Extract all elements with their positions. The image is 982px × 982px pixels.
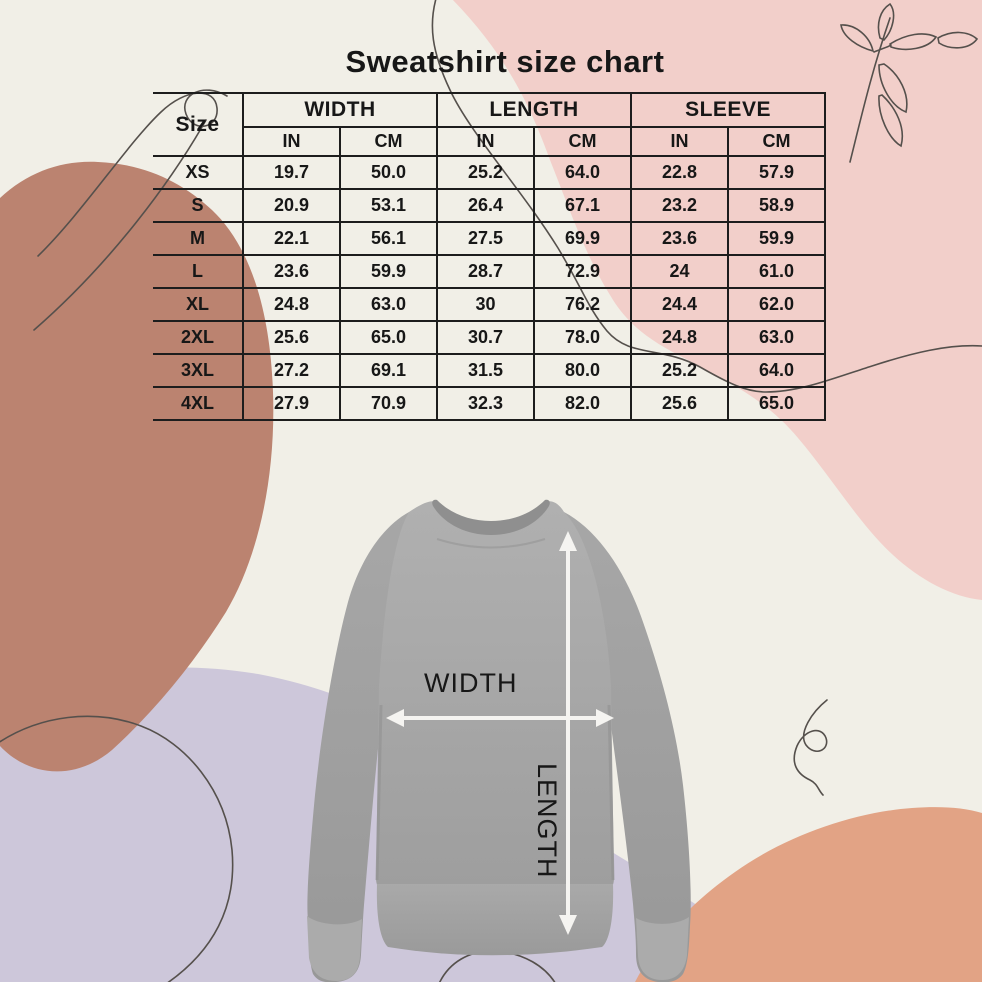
measurement-cell: 27.2 xyxy=(242,353,341,388)
table-row: XL 24.8 63.0 30 76.2 24.4 62.0 xyxy=(153,287,827,322)
page-title: Sweatshirt size chart xyxy=(345,44,665,79)
measurement-cell: 24.8 xyxy=(630,320,730,355)
measurement-cell: 27.9 xyxy=(242,386,341,421)
measurement-cell: 80.0 xyxy=(533,353,633,388)
unit-header: IN xyxy=(630,126,730,157)
measurement-cell: 23.6 xyxy=(630,221,730,256)
unit-header-row: IN CM IN CM IN CM xyxy=(153,126,827,157)
sweatshirt-collar-shadow xyxy=(436,538,546,549)
sweatshirt-right-groove xyxy=(607,704,615,881)
measurement-cell: 72.9 xyxy=(533,254,633,289)
measurement-cell: 22.1 xyxy=(242,221,341,256)
measurement-cell: 24.8 xyxy=(242,287,341,322)
measurement-cell: 67.1 xyxy=(533,188,633,223)
width-column-header: WIDTH xyxy=(241,92,439,128)
size-row-label: L xyxy=(153,254,244,289)
measurement-cell: 65.0 xyxy=(338,320,439,355)
table-row: XS 19.7 50.0 25.2 64.0 22.8 57.9 xyxy=(153,155,827,190)
measurement-cell: 25.2 xyxy=(436,155,536,190)
measurement-cell: 61.0 xyxy=(727,254,827,289)
size-row-label: M xyxy=(153,221,244,256)
measurement-cell: 27.5 xyxy=(436,221,536,256)
measurement-cell: 76.2 xyxy=(533,287,633,322)
table-row: 4XL 27.9 70.9 32.3 82.0 25.6 65.0 xyxy=(153,386,827,421)
size-row-label: 2XL xyxy=(153,320,244,355)
measurement-cell: 69.1 xyxy=(338,353,439,388)
measurement-cell: 23.2 xyxy=(630,188,730,223)
measurement-cell: 58.9 xyxy=(727,188,827,223)
leaf-branch-line-art xyxy=(840,2,979,163)
sweatshirt-graphic xyxy=(307,499,691,982)
measurement-cell: 62.0 xyxy=(727,287,827,322)
measurement-cell: 64.0 xyxy=(727,353,827,388)
size-chart-table: Size WIDTH LENGTH SLEEVE IN CM IN CM IN CM XS… xyxy=(153,92,827,421)
size-chart-rows: XS 19.7 50.0 25.2 64.0 22.8 57.9 S 20.9 53.1 26.4 6… xyxy=(153,155,827,421)
unit-header: CM xyxy=(727,126,827,157)
measurement-cell: 24.4 xyxy=(630,287,730,322)
size-row-label: XS xyxy=(153,155,244,190)
group-header-row: Size WIDTH LENGTH SLEEVE xyxy=(153,92,827,157)
unit-header: CM xyxy=(338,126,439,157)
sweatshirt-body xyxy=(376,501,614,891)
sweatshirt-left-cuff xyxy=(307,916,362,981)
measurement-cell: 50.0 xyxy=(338,155,439,190)
measurement-cell: 30 xyxy=(436,287,536,322)
measurement-cell: 23.6 xyxy=(242,254,341,289)
measurement-cell: 78.0 xyxy=(533,320,633,355)
measurement-cell: 53.1 xyxy=(338,188,439,223)
measurement-cell: 19.7 xyxy=(242,155,341,190)
length-arrow xyxy=(559,531,577,935)
table-row: 2XL 25.6 65.0 30.7 78.0 24.8 63.0 xyxy=(153,320,827,355)
measurement-cell: 31.5 xyxy=(436,353,536,388)
table-row: M 22.1 56.1 27.5 69.9 23.6 59.9 xyxy=(153,221,827,256)
measurement-cell: 69.9 xyxy=(533,221,633,256)
measurement-cell: 25.6 xyxy=(630,386,730,421)
squiggle-line-art xyxy=(793,699,828,796)
measurement-cell: 59.9 xyxy=(338,254,439,289)
width-dimension-label: WIDTH xyxy=(424,668,518,698)
table-row: S 20.9 53.1 26.4 67.1 23.2 58.9 xyxy=(153,188,827,223)
sleeve-column-header: SLEEVE xyxy=(630,92,827,128)
size-row-label: XL xyxy=(153,287,244,322)
size-row-label: S xyxy=(153,188,244,223)
measurement-cell: 24 xyxy=(630,254,730,289)
measurement-cell: 57.9 xyxy=(727,155,827,190)
measurement-cell: 22.8 xyxy=(630,155,730,190)
measurement-cell: 30.7 xyxy=(436,320,536,355)
measurement-cell: 20.9 xyxy=(242,188,341,223)
measurement-cell: 56.1 xyxy=(338,221,439,256)
unit-header: IN xyxy=(242,126,341,157)
measurement-cell: 25.6 xyxy=(242,320,341,355)
sweatshirt-left-groove xyxy=(375,704,383,881)
unit-header: IN xyxy=(436,126,536,157)
table-row: L 23.6 59.9 28.7 72.9 24 61.0 xyxy=(153,254,827,289)
measurement-cell: 28.7 xyxy=(436,254,536,289)
measurement-cell: 64.0 xyxy=(533,155,633,190)
measurement-cell: 32.3 xyxy=(436,386,536,421)
measurement-cell: 63.0 xyxy=(338,287,439,322)
size-corner-header: Size xyxy=(153,92,244,157)
measurement-cell: 82.0 xyxy=(533,386,633,421)
orange-blob xyxy=(635,807,982,982)
table-row: 3XL 27.2 69.1 31.5 80.0 25.2 64.0 xyxy=(153,353,827,388)
unit-header: CM xyxy=(533,126,633,157)
length-column-header: LENGTH xyxy=(436,92,633,128)
measurement-cell: 70.9 xyxy=(338,386,439,421)
sweatshirt-right-cuff xyxy=(636,917,689,980)
measurement-cell: 26.4 xyxy=(436,188,536,223)
size-row-label: 3XL xyxy=(153,353,244,388)
measurement-cell: 65.0 xyxy=(727,386,827,421)
size-row-label: 4XL xyxy=(153,386,244,421)
sweatshirt-collar xyxy=(432,499,550,535)
bottom-left-curve-line-art xyxy=(0,715,234,982)
measurement-cell: 59.9 xyxy=(727,221,827,256)
measurement-cell: 63.0 xyxy=(727,320,827,355)
measurement-cell: 25.2 xyxy=(630,353,730,388)
sweatshirt-hem-band xyxy=(376,884,614,956)
length-dimension-label: LENGTH xyxy=(532,763,562,879)
